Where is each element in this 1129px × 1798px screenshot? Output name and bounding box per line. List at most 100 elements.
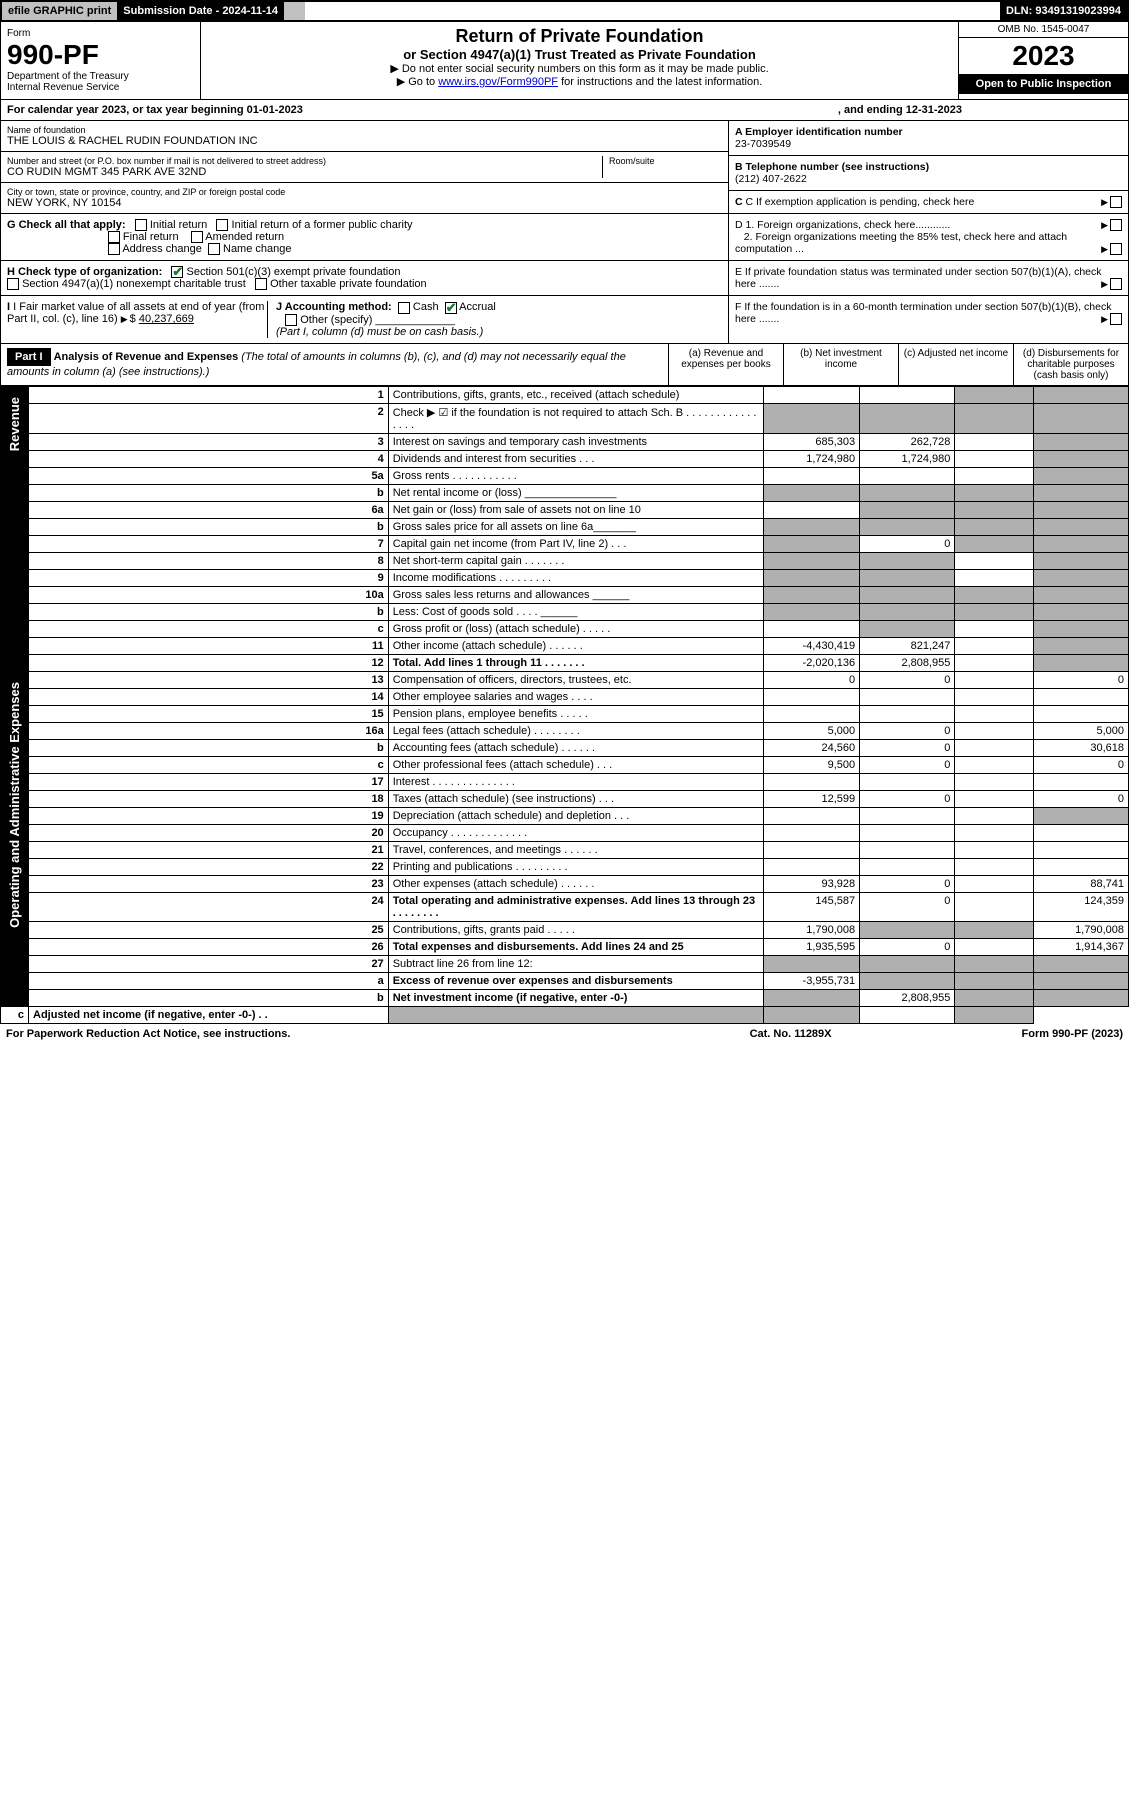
form-link[interactable]: www.irs.gov/Form990PF — [438, 76, 558, 88]
dln: DLN: 93491319023994 — [1000, 2, 1127, 20]
tax-year: 2023 — [959, 38, 1128, 74]
col-a-val — [763, 824, 860, 841]
line-num: 6a — [29, 501, 389, 518]
line-desc: Total operating and administrative expen… — [388, 892, 763, 921]
g-opt-5: Name change — [223, 243, 292, 255]
j-cash: Cash — [413, 301, 439, 313]
g-opt-2: Final return — [123, 231, 179, 243]
h-opt-2: Section 4947(a)(1) nonexempt charitable … — [22, 278, 246, 290]
col-b-val — [860, 921, 955, 938]
col-c-val — [955, 938, 1033, 955]
col-c-val — [955, 824, 1033, 841]
col-c-val — [955, 569, 1033, 586]
h-section: H Check type of organization: Section 50… — [1, 261, 728, 296]
chk-amended[interactable] — [191, 231, 203, 243]
line-num: 23 — [29, 875, 389, 892]
col-b-val — [860, 955, 955, 972]
col-c-val — [955, 484, 1033, 501]
j-note: (Part I, column (d) must be on cash basi… — [276, 326, 483, 338]
col-b-val: 262,728 — [860, 433, 955, 450]
chk-501c3[interactable] — [171, 266, 183, 278]
line-desc: Net gain or (loss) from sale of assets n… — [388, 501, 763, 518]
chk-cash[interactable] — [398, 302, 410, 314]
line-num: 5a — [29, 467, 389, 484]
col-c-val — [955, 921, 1033, 938]
col-a-val — [763, 841, 860, 858]
line-desc: Pension plans, employee benefits . . . .… — [388, 705, 763, 722]
col-a-val: 5,000 — [763, 722, 860, 739]
col-a-val: 0 — [763, 671, 860, 688]
chk-accrual[interactable] — [445, 302, 457, 314]
col-a-val: -3,955,731 — [763, 972, 860, 989]
note-1: ▶ Do not enter social security numbers o… — [205, 62, 954, 75]
line-num: 2 — [29, 403, 389, 433]
chk-other-method[interactable] — [285, 314, 297, 326]
col-c-val — [955, 722, 1033, 739]
col-b-val: 1,724,980 — [860, 450, 955, 467]
ein-value: 23-7039549 — [735, 138, 791, 150]
col-d-val — [1033, 386, 1128, 403]
col-a-val — [763, 688, 860, 705]
chk-initial-former[interactable] — [216, 219, 228, 231]
col-c-val — [955, 892, 1033, 921]
chk-4947[interactable] — [7, 278, 19, 290]
col-c-val — [955, 535, 1033, 552]
col-d-val — [1033, 403, 1128, 433]
col-c-val — [955, 955, 1033, 972]
col-d-val — [1033, 620, 1128, 637]
col-c-val — [955, 688, 1033, 705]
chk-other-tax[interactable] — [255, 278, 267, 290]
col-a-head: (a) Revenue and expenses per books — [668, 344, 783, 385]
chk-c[interactable] — [1110, 196, 1122, 208]
line-num: b — [29, 989, 389, 1006]
chk-d2[interactable] — [1110, 243, 1122, 255]
line-desc: Compensation of officers, directors, tru… — [388, 671, 763, 688]
omb-number: OMB No. 1545-0047 — [959, 22, 1128, 38]
line-desc: Capital gain net income (from Part IV, l… — [388, 535, 763, 552]
col-c-val — [955, 841, 1033, 858]
col-a-val — [763, 705, 860, 722]
chk-e[interactable] — [1110, 278, 1122, 290]
line-desc: Check ▶ ☑ if the foundation is not requi… — [388, 403, 763, 433]
line-desc: Depreciation (attach schedule) and deple… — [388, 807, 763, 824]
col-d-val: 30,618 — [1033, 739, 1128, 756]
col-c-val — [955, 467, 1033, 484]
g-opt-1: Initial return of a former public charit… — [232, 219, 413, 231]
col-a-val — [763, 552, 860, 569]
subdate-spacer — [284, 2, 305, 20]
line-desc: Other professional fees (attach schedule… — [388, 756, 763, 773]
h-opt-3: Other taxable private foundation — [270, 278, 427, 290]
chk-d1[interactable] — [1110, 219, 1122, 231]
col-c-val — [955, 790, 1033, 807]
line-num: 27 — [29, 955, 389, 972]
line-num: 25 — [29, 921, 389, 938]
col-b-val: 0 — [860, 671, 955, 688]
efile-label[interactable]: efile GRAPHIC print — [2, 2, 117, 20]
col-b-val — [860, 386, 955, 403]
form-number: 990-PF — [7, 39, 194, 71]
chk-namechange[interactable] — [208, 243, 220, 255]
col-a-val — [763, 773, 860, 790]
col-a-val: 12,599 — [763, 790, 860, 807]
col-d-val: 5,000 — [1033, 722, 1128, 739]
chk-addrchange[interactable] — [108, 243, 120, 255]
col-a-val: 24,560 — [763, 739, 860, 756]
j-accrual: Accrual — [459, 301, 496, 313]
col-a-val — [388, 1006, 763, 1023]
chk-final[interactable] — [108, 231, 120, 243]
calendar-end: , and ending 12-31-2023 — [838, 104, 962, 116]
col-c-val — [955, 705, 1033, 722]
d2-label: 2. Foreign organizations meeting the 85%… — [735, 231, 1067, 255]
col-b-val — [860, 586, 955, 603]
line-desc: Other expenses (attach schedule) . . . .… — [388, 875, 763, 892]
col-b-head: (b) Net investment income — [783, 344, 898, 385]
chk-f[interactable] — [1110, 313, 1122, 325]
chk-initial[interactable] — [135, 219, 147, 231]
col-d-val — [1033, 972, 1128, 989]
col-d-val — [1033, 955, 1128, 972]
g-opt-4: Address change — [122, 243, 202, 255]
col-a-val — [763, 467, 860, 484]
line-num: b — [29, 518, 389, 535]
line-num: b — [29, 603, 389, 620]
foundation-name: THE LOUIS & RACHEL RUDIN FOUNDATION INC — [7, 135, 722, 147]
